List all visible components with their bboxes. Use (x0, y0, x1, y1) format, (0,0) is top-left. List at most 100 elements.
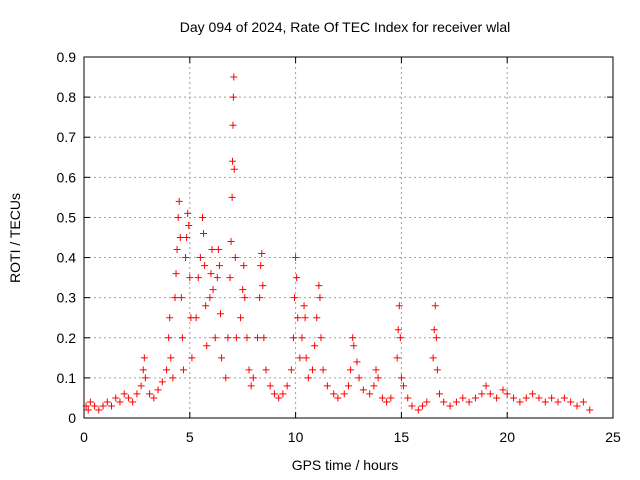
data-point (169, 374, 177, 382)
data-point (241, 294, 249, 302)
y-tick-label: 0.3 (57, 290, 77, 306)
data-point (432, 334, 440, 342)
data-point (198, 213, 206, 221)
data-point (86, 398, 94, 406)
data-point (211, 334, 219, 342)
data-point (231, 254, 239, 262)
data-point (419, 402, 427, 410)
y-tick-label: 0.9 (57, 49, 77, 65)
data-point (167, 354, 175, 362)
data-point (471, 394, 479, 402)
data-point (374, 374, 382, 382)
data-point (137, 382, 145, 390)
data-point (383, 398, 391, 406)
data-point (293, 274, 301, 282)
data-point (541, 398, 549, 406)
data-point (171, 294, 179, 302)
data-point (503, 390, 511, 398)
data-point (315, 282, 323, 290)
data-point (579, 398, 587, 406)
data-point (408, 402, 416, 410)
data-point (254, 334, 262, 342)
data-point (262, 366, 270, 374)
data-point (245, 366, 253, 374)
plot-frame (83, 56, 614, 419)
data-point (493, 394, 501, 402)
data-point (387, 394, 395, 402)
data-point (201, 262, 209, 270)
y-tick-label: 0.4 (57, 250, 77, 266)
data-point (301, 314, 309, 322)
y-tick-label: 0.8 (57, 89, 77, 105)
data-point (316, 294, 324, 302)
y-tick-label: 0.5 (57, 209, 77, 225)
data-point (465, 398, 473, 406)
data-point (166, 314, 174, 322)
data-point (177, 294, 185, 302)
data-point (124, 394, 132, 402)
data-point (548, 394, 556, 402)
data-point (499, 386, 507, 394)
data-point (459, 394, 467, 402)
data-point (359, 386, 367, 394)
data-point (353, 358, 361, 366)
data-point (554, 398, 562, 406)
data-point (440, 398, 448, 406)
data-point (270, 390, 278, 398)
y-axis-label: ROTI / TECUs (7, 193, 23, 283)
y-tick-label: 0.7 (57, 129, 77, 145)
data-point (394, 326, 402, 334)
data-point (154, 386, 162, 394)
data-point (395, 302, 403, 310)
data-point (435, 390, 443, 398)
data-point (298, 334, 306, 342)
data-point (482, 382, 490, 390)
y-tick-label: 0 (68, 410, 76, 426)
data-point (208, 246, 216, 254)
data-point (378, 394, 386, 402)
data-point (222, 374, 230, 382)
data-point (259, 282, 267, 290)
x-tick-label: 20 (499, 429, 515, 445)
data-point (226, 274, 234, 282)
data-point (218, 354, 226, 362)
data-point (239, 286, 247, 294)
grid (84, 57, 613, 418)
data-point (396, 334, 404, 342)
data-point (486, 390, 494, 398)
data-point (200, 229, 208, 237)
data-point (184, 209, 192, 217)
data-point (214, 246, 222, 254)
data-point (133, 390, 141, 398)
data-point (355, 374, 363, 382)
data-point (319, 366, 327, 374)
data-point (183, 234, 191, 241)
data-point (129, 398, 137, 406)
data-point (139, 366, 147, 374)
data-point (229, 121, 237, 129)
data-point (446, 402, 454, 410)
data-point (529, 390, 537, 398)
data-point (196, 254, 204, 262)
data-point (141, 374, 149, 382)
data-point (452, 398, 460, 406)
data-point (567, 398, 575, 406)
data-point (478, 390, 486, 398)
data-point (313, 314, 321, 322)
data-point (178, 334, 186, 342)
data-point (423, 398, 431, 406)
data-point (414, 406, 422, 414)
data-point (433, 366, 441, 374)
data-point (283, 382, 291, 390)
data-point (345, 382, 352, 390)
data-point (230, 165, 238, 173)
data-point (247, 382, 255, 390)
data-point (535, 394, 543, 402)
data-point (573, 402, 581, 410)
data-point (240, 262, 248, 270)
data-point (347, 366, 355, 374)
data-point (207, 270, 215, 278)
data-point (103, 398, 111, 406)
x-tick-label: 5 (186, 429, 194, 445)
data-point (237, 314, 245, 322)
